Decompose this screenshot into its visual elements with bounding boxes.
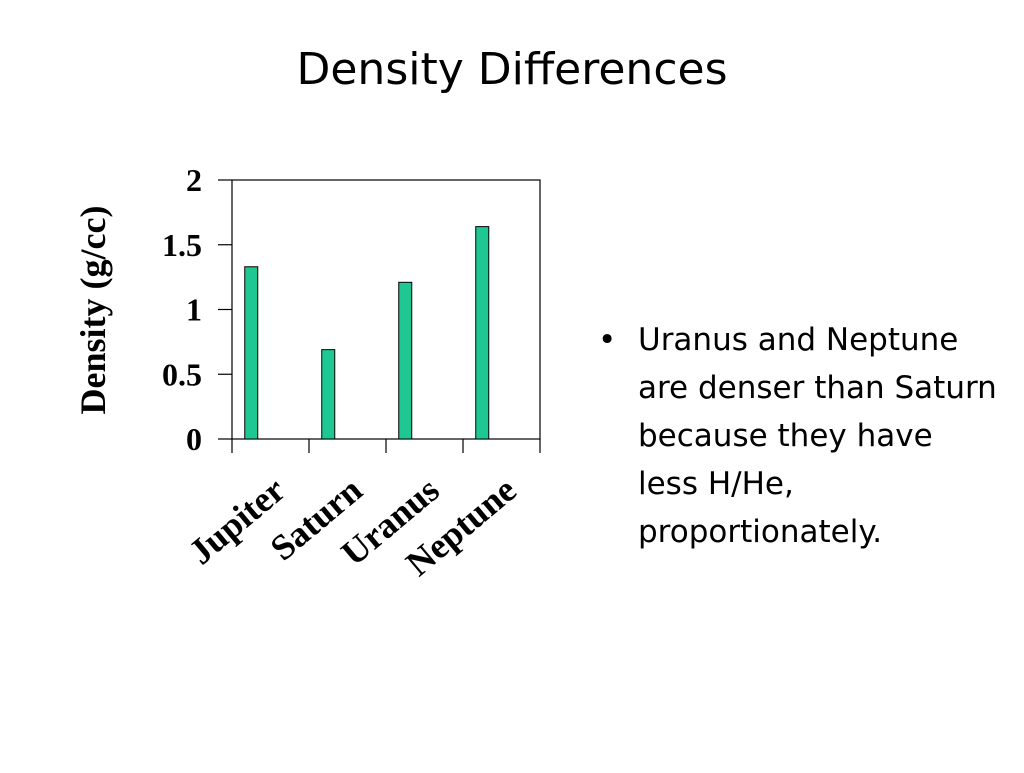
y-tick-label: 1 (186, 292, 202, 328)
y-tick-label: 0.5 (162, 356, 202, 392)
bar-saturn (321, 349, 336, 440)
plot-area: 00.511.52JupiterSaturnUranusNeptuneDensi… (73, 162, 541, 584)
bar-jupiter (244, 266, 259, 440)
plot-frame (231, 179, 541, 440)
y-tick-label: 1.5 (162, 227, 202, 263)
y-tick-label: 0 (186, 421, 202, 457)
bar-uranus (398, 281, 413, 440)
slide-title: Density Differences (296, 44, 728, 95)
bullet-dot: • (598, 322, 617, 358)
bullet-list: • Uranus and Neptune are denser than Sat… (598, 316, 998, 556)
y-axis-label: Density (g/cc) (73, 206, 113, 415)
y-tick-label: 2 (186, 162, 202, 198)
bullet-text: Uranus and Neptune are denser than Satur… (638, 322, 997, 550)
x-tick-label: Jupiter (181, 469, 293, 572)
bar-neptune (475, 226, 490, 440)
